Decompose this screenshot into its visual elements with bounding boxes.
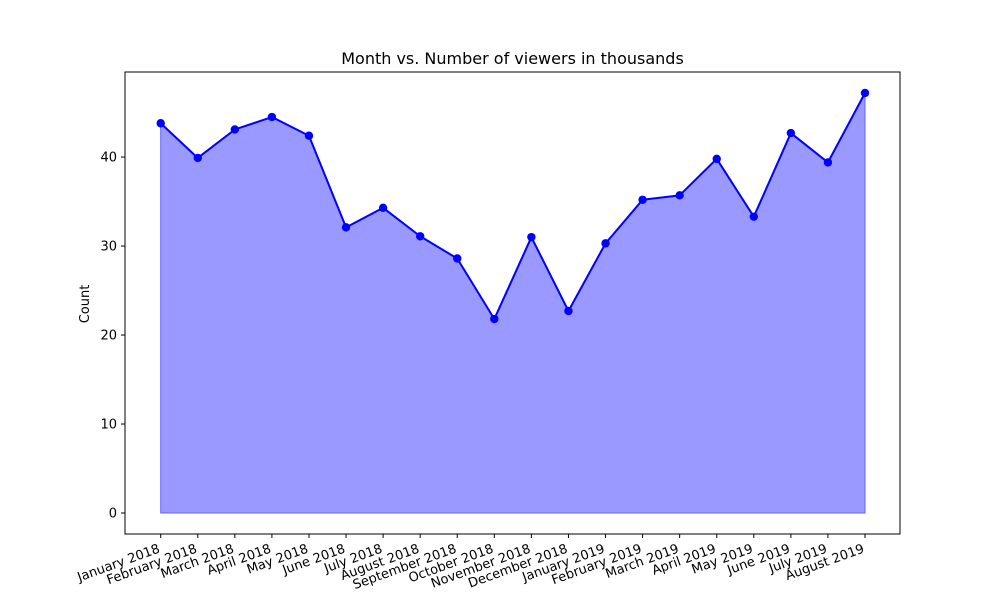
- data-point: [749, 212, 758, 221]
- data-point: [230, 125, 240, 134]
- chart-title: Month vs. Number of viewers in thousands: [341, 49, 684, 68]
- data-point: [638, 195, 647, 204]
- plot-frame: [124, 71, 901, 535]
- data-point: [712, 154, 721, 164]
- y-axis-label: Count: [78, 285, 93, 324]
- y-tick-label: 10: [100, 418, 117, 433]
- data-point: [601, 239, 610, 248]
- data-point: [453, 254, 462, 263]
- y-tick-label: 0: [109, 507, 117, 522]
- data-point: [341, 223, 351, 232]
- y-tick-label: 40: [100, 151, 117, 166]
- y-tick-label: 20: [100, 329, 117, 344]
- series-line: [160, 92, 866, 321]
- data-point: [823, 158, 833, 167]
- area-fill: [160, 92, 866, 514]
- data-point: [490, 314, 499, 324]
- data-point: [675, 191, 684, 200]
- data-point: [267, 112, 277, 122]
- data-point: [193, 153, 202, 163]
- data-point: [860, 88, 870, 98]
- y-tick-label: 30: [100, 240, 117, 255]
- data-point: [564, 306, 573, 316]
- data-point: [304, 131, 314, 140]
- data-point: [156, 119, 165, 128]
- data-point: [527, 232, 536, 242]
- data-point: [415, 232, 425, 241]
- data-point: [786, 128, 796, 138]
- data-point: [378, 203, 388, 212]
